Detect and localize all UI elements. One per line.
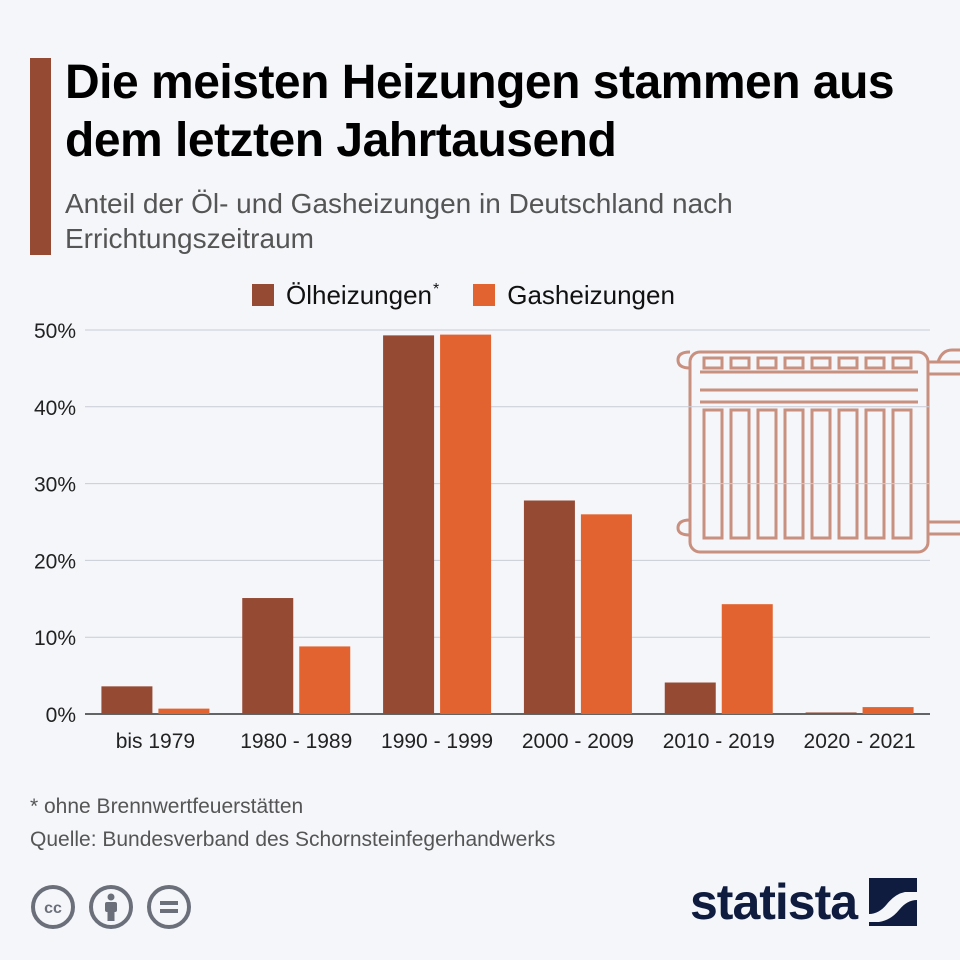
bar-oil — [383, 335, 435, 714]
chart-subtitle: Anteil der Öl- und Gasheizungen in Deuts… — [65, 188, 733, 254]
y-tick-label: 40% — [34, 397, 76, 420]
bar-chart: 0% 10% 20% 30% 40% 50% bis 1979 1980 - 1989 199… — [34, 320, 960, 753]
bar-gas — [299, 646, 351, 714]
source: Quelle: Bundesverband des Schornsteinfeg… — [30, 828, 556, 851]
svg-text:cc: cc — [44, 900, 62, 917]
x-tick-label: 2010 - 2019 — [663, 730, 775, 753]
bar-gas — [158, 708, 210, 714]
y-tick-label: 30% — [34, 474, 76, 497]
legend-item-gas: Gasheizungen — [473, 280, 675, 311]
bar-gas — [721, 604, 773, 714]
radiator-illustration — [676, 348, 960, 554]
statista-logo[interactable]: statista — [690, 872, 918, 932]
statista-mark-icon — [869, 878, 918, 926]
x-axis-ticks: bis 1979 1980 - 1989 1990 - 1999 2000 - 200… — [116, 730, 916, 753]
y-tick-label: 10% — [34, 627, 76, 650]
x-tick-label: 2020 - 2021 — [804, 730, 916, 753]
bar-oil — [805, 712, 857, 714]
x-tick-label: bis 1979 — [116, 730, 195, 753]
y-tick-label: 50% — [34, 320, 76, 343]
x-tick-label: 1990 - 1999 — [381, 730, 493, 753]
bar-gas — [580, 514, 632, 714]
brand-name: statista — [690, 874, 858, 930]
legend-item-oil: Ölheizungen* — [252, 280, 439, 311]
legend-label-oil: Ölheizungen* — [286, 279, 440, 310]
bar-oil — [101, 686, 153, 714]
legend: Ölheizungen* Gasheizungen — [252, 278, 675, 312]
bar-oil — [242, 598, 294, 714]
legend-swatch-gas — [473, 284, 496, 306]
no-derivatives-icon[interactable] — [146, 884, 192, 930]
x-tick-label: 1980 - 1989 — [240, 730, 352, 753]
bars — [101, 334, 914, 714]
footnote: * ohne Brennwertfeuerstätten — [30, 795, 304, 818]
bar-gas — [862, 707, 914, 714]
legend-swatch-oil — [252, 284, 274, 306]
bar-oil — [664, 682, 716, 714]
legend-footnote-marker: * — [433, 280, 440, 298]
y-tick-label: 20% — [34, 550, 76, 573]
license-icons: cc — [30, 884, 192, 930]
attribution-icon[interactable] — [88, 884, 134, 930]
gridlines — [85, 329, 930, 715]
chart-title: Die meisten Heizungen stammen aus dem le… — [65, 56, 895, 167]
x-tick-label: 2000 - 2009 — [522, 730, 634, 753]
y-axis-ticks: 0% 10% 20% 30% 40% 50% — [34, 320, 76, 727]
accent-bar — [30, 58, 51, 255]
legend-label-gas: Gasheizungen — [507, 279, 675, 310]
bar-oil — [523, 500, 575, 714]
bar-gas — [440, 334, 492, 714]
y-tick-label: 0% — [46, 704, 76, 727]
cc-icon[interactable]: cc — [30, 884, 76, 930]
